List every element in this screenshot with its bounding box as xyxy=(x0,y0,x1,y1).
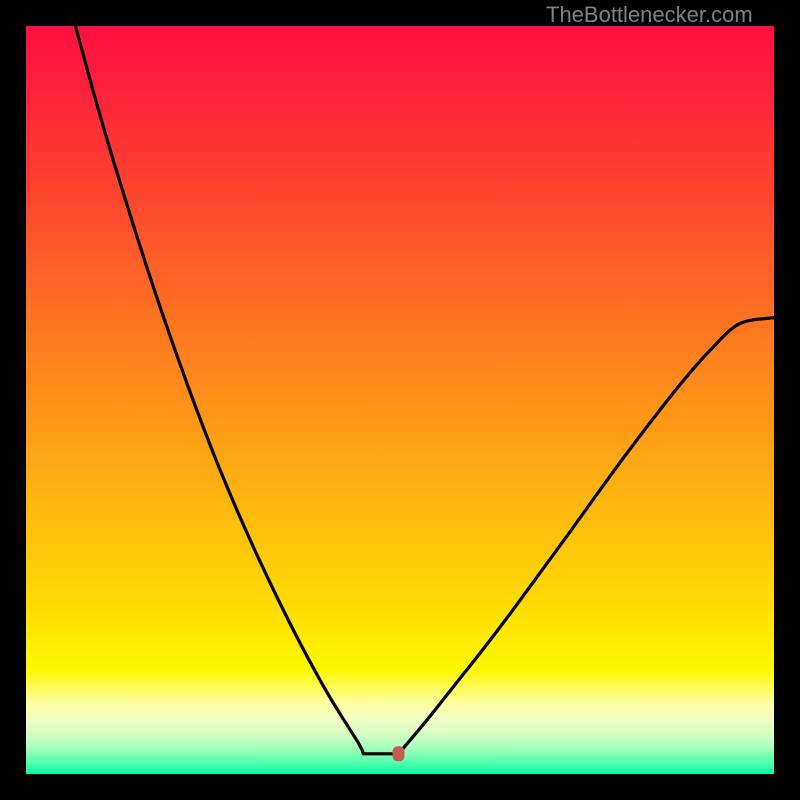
minimum-marker xyxy=(393,746,405,761)
frame-border xyxy=(0,0,26,800)
frame-border xyxy=(774,0,800,800)
watermark-text: TheBottlenecker.com xyxy=(546,2,753,28)
bottleneck-chart xyxy=(0,0,800,800)
frame-border xyxy=(0,774,800,800)
plot-background xyxy=(26,26,774,774)
